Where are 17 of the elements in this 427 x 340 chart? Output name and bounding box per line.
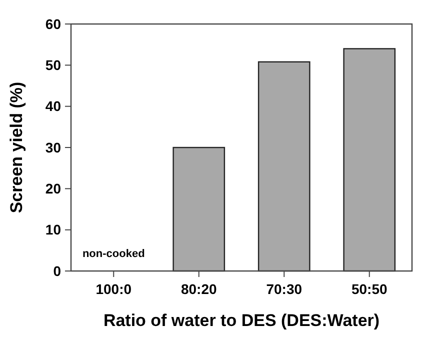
annotation: non-cooked bbox=[82, 248, 145, 260]
x-axis-title: Ratio of water to DES (DES:Water) bbox=[103, 311, 380, 330]
y-tick-label: 10 bbox=[45, 222, 62, 238]
bar bbox=[172, 146, 226, 272]
y-tick-label: 20 bbox=[45, 180, 62, 197]
bar bbox=[343, 48, 396, 272]
x-tick-label: 70:30 bbox=[266, 281, 302, 297]
y-axis-title: Screen yield (%) bbox=[7, 82, 26, 214]
x-tick-label: 50:50 bbox=[351, 281, 388, 297]
y-tick-label: 40 bbox=[45, 98, 62, 114]
x-tick-label: 80:20 bbox=[180, 281, 217, 297]
x-tick-label: 100:0 bbox=[96, 281, 132, 297]
y-tick-label: 60 bbox=[45, 16, 62, 32]
y-tick-label: 50 bbox=[45, 57, 62, 74]
y-tick-label: 0 bbox=[53, 262, 62, 279]
bar bbox=[258, 61, 310, 272]
y-tick-label: 30 bbox=[45, 139, 62, 156]
